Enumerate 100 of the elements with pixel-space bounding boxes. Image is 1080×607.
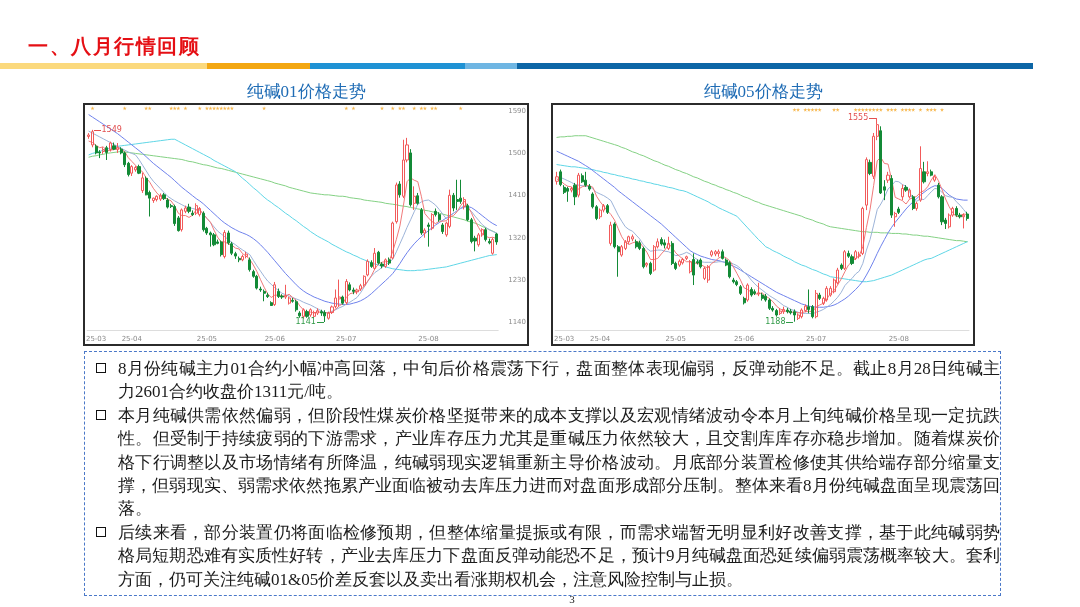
- candlestick: [395, 182, 398, 225]
- candlestick: [793, 308, 796, 323]
- text: 一、八月行情回顾: [28, 33, 200, 59]
- candlestick: [685, 255, 688, 261]
- candlestick: [495, 232, 498, 246]
- candlestick: [782, 306, 785, 315]
- text: 3: [569, 593, 575, 605]
- line-series: [88, 138, 497, 272]
- candlestick: [735, 279, 738, 287]
- candlestick: [423, 227, 426, 239]
- candlestick: [955, 205, 958, 218]
- candlestick: [843, 249, 846, 271]
- candlestick: [732, 277, 735, 284]
- candlestick: [904, 184, 908, 193]
- candlestick: [456, 179, 459, 211]
- candlestick: [678, 259, 681, 268]
- candlestick: [105, 145, 108, 161]
- chart-title: 纯碱05价格走势: [702, 81, 824, 103]
- text: 本月纯碱供需依然偏弱，但阶段性煤炭价格坚挺带来的成本支撑以及宏观情绪波动令本月上旬纯碱价格呈现一定抗跌性。但受制于持续疲弱的下游需求，产业库存压力尤其是重碱压力依然较大，且交割库库存亦稳步增加。随着煤炭价格下行调整以及市场情绪有所降温，纯碱弱现实逻辑重新主导价格波动。月底部分装置检修使其供给端存部分缩量支撑，但弱现实、弱需求依然拖累产业面临被动去库压力进而对盘面形成部分压制。整体来看8月份纯碱盘面呈现震荡回落。: [118, 405, 1000, 519]
- candlestick: [220, 240, 223, 258]
- candlestick: [109, 141, 112, 153]
- candlestick: [209, 231, 212, 248]
- candlestick: [130, 164, 133, 177]
- candlestick: [922, 161, 926, 184]
- candlestick: [309, 307, 312, 318]
- candlestick: [370, 259, 373, 269]
- candlestick: [366, 258, 369, 277]
- candlestick: [102, 146, 105, 155]
- candlestick: [316, 307, 319, 316]
- candlestick: [588, 183, 591, 192]
- candlestick: [95, 143, 98, 155]
- candlestick: [840, 262, 843, 271]
- candlestick: [137, 164, 141, 175]
- candlestick: [402, 139, 405, 199]
- candlestick: [416, 192, 419, 206]
- candlestick: [420, 207, 423, 236]
- candlestick: [930, 169, 933, 177]
- candlestick: [699, 257, 702, 269]
- candlestick: [431, 212, 434, 231]
- candlestick: [728, 260, 731, 279]
- candlestick: [555, 171, 559, 186]
- candlestick: [671, 240, 674, 266]
- candlestick: [886, 171, 890, 184]
- candlestick: [894, 211, 897, 228]
- candlestick: [710, 249, 713, 258]
- candlestick: [714, 249, 717, 257]
- candlestick: [248, 256, 251, 273]
- candlestick: [915, 201, 918, 212]
- annotation: 1188: [765, 317, 786, 327]
- candlestick: [786, 307, 789, 314]
- candlestick: [717, 249, 720, 258]
- candlestick: [850, 254, 854, 266]
- text: 后续来看，部分装置仍将面临检修预期，但整体缩量提振或有限，而需求端暂无明显利好改善支撑，基于此纯碱弱势格局短期恐难有实质性好转，产业去库压力下盘面反弹动能恐不足，预计9月纯碱盘面恐延续偏弱震荡概率较大。套利方面，仍可关注纯碱01&05价差反套以及卖出看涨期权机会，注意风险控制与止损。: [118, 522, 1000, 589]
- candlestick: [398, 180, 401, 199]
- candlestick: [761, 292, 764, 302]
- candlestick: [355, 288, 359, 295]
- candlestick: [703, 266, 706, 281]
- candlestick: [263, 289, 266, 302]
- candlestick: [707, 264, 710, 284]
- candlestick: [599, 207, 602, 220]
- candlestick: [180, 207, 183, 233]
- candlestick: [645, 261, 648, 268]
- candlestick: [635, 239, 638, 249]
- candlestick: [606, 203, 609, 215]
- candlestick: [305, 309, 309, 319]
- candlestick: [388, 256, 391, 266]
- candlestick: [746, 282, 749, 303]
- candlestick: [323, 309, 326, 323]
- candlestick: [797, 312, 800, 321]
- candlestick: [166, 197, 169, 209]
- candlestick: [280, 293, 284, 300]
- candlestick: [298, 310, 301, 319]
- candlestick: [152, 197, 155, 204]
- candlestick: [768, 297, 771, 311]
- candlestick: [926, 160, 929, 177]
- candlestick: [854, 249, 857, 261]
- candlestick: [363, 274, 366, 288]
- candlestick: [155, 194, 158, 202]
- candlestick: [409, 148, 412, 208]
- candlestick: [825, 285, 828, 303]
- candlestick: [779, 307, 782, 316]
- candlestick: [195, 202, 198, 216]
- candlestick: [238, 256, 241, 263]
- candlestick: [750, 286, 753, 298]
- candlestick: [223, 229, 226, 259]
- candlestick: [295, 299, 298, 313]
- candlestick: [463, 196, 466, 210]
- text: 8月份纯碱主力01合约小幅冲高回落，中旬后价格震荡下行，盘面整体表现偏弱，反弹动能不足。截止8月28日纯碱主力2601合约收盘价1311元/吨。: [118, 359, 1000, 402]
- candlestick: [818, 292, 821, 301]
- candlestick: [692, 252, 695, 286]
- candlestick: [277, 288, 280, 299]
- candlestick: [739, 284, 742, 296]
- candlestick: [663, 239, 666, 249]
- candlestick: [775, 308, 778, 318]
- candlestick: [438, 211, 441, 223]
- candlestick: [212, 232, 216, 247]
- candlestick: [861, 206, 864, 256]
- candlestick: [865, 156, 868, 211]
- candlestick: [901, 184, 904, 201]
- candlestick: [667, 236, 670, 251]
